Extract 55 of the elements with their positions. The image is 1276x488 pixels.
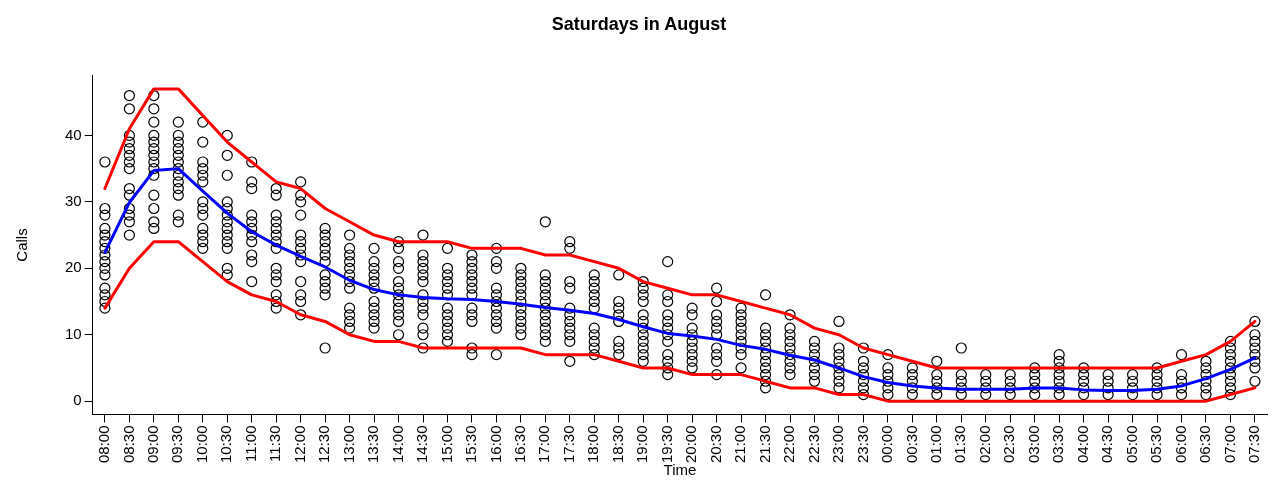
x-tick-label: 22:00 <box>780 425 798 464</box>
x-tick-label: 18:30 <box>608 425 626 464</box>
x-tick-label: 15:30 <box>462 425 480 464</box>
y-tick-label: 10 <box>65 324 82 342</box>
x-tick-label: 07:30 <box>1245 425 1263 464</box>
y-tick-label: 40 <box>65 125 82 143</box>
x-tick-label: 00:00 <box>878 425 896 464</box>
x-tick-label: 00:30 <box>902 425 920 464</box>
x-tick-label: 03:00 <box>1024 425 1042 464</box>
x-tick-label: 02:30 <box>1000 425 1018 464</box>
x-tick-label: 06:30 <box>1196 425 1214 464</box>
x-tick-label: 01:00 <box>926 425 944 464</box>
x-tick-label: 14:00 <box>388 425 406 464</box>
x-tick-label: 23:00 <box>829 425 847 464</box>
x-tick-label: 22:30 <box>804 425 822 464</box>
x-tick-label: 10:00 <box>192 425 210 464</box>
x-tick-label: 21:00 <box>731 425 749 464</box>
y-tick-label: 0 <box>73 391 82 409</box>
x-tick-label: 16:30 <box>511 425 529 464</box>
x-tick-label: 13:00 <box>339 425 357 464</box>
x-tick-label: 04:00 <box>1073 425 1091 464</box>
x-tick-label: 12:30 <box>315 425 333 464</box>
x-tick-label: 03:30 <box>1049 425 1067 464</box>
x-tick-label: 19:00 <box>633 425 651 464</box>
x-tick-label: 23:30 <box>853 425 871 464</box>
x-tick-label: 04:30 <box>1098 425 1116 464</box>
x-tick-label: 14:30 <box>413 425 431 464</box>
x-tick-label: 17:00 <box>535 425 553 464</box>
x-tick-label: 19:30 <box>657 425 675 464</box>
y-axis-title: Calls <box>13 228 31 262</box>
x-tick-label: 17:30 <box>559 425 577 464</box>
x-tick-label: 09:00 <box>144 425 161 464</box>
x-tick-label: 02:00 <box>975 425 993 464</box>
x-tick-label: 10:30 <box>217 425 235 464</box>
x-tick-label: 08:30 <box>119 425 137 464</box>
y-tick-label: 20 <box>65 258 82 276</box>
x-tick-label: 11:30 <box>266 425 284 462</box>
chart-title: Saturdays in August <box>551 13 727 34</box>
x-tick-label: 07:00 <box>1220 425 1238 464</box>
x-tick-label: 20:30 <box>706 425 724 464</box>
x-tick-label: 11:00 <box>241 425 259 462</box>
y-tick-label: 30 <box>65 191 82 209</box>
x-tick-label: 01:30 <box>951 425 969 464</box>
x-tick-label: 05:00 <box>1122 425 1140 464</box>
x-tick-label: 09:30 <box>168 425 186 464</box>
x-tick-label: 13:30 <box>364 425 382 464</box>
x-tick-label: 05:30 <box>1147 425 1165 464</box>
x-tick-label: 21:30 <box>755 425 773 464</box>
x-tick-label: 06:00 <box>1171 425 1189 464</box>
x-tick-label: 12:00 <box>290 425 308 464</box>
x-tick-label: 20:00 <box>682 425 700 464</box>
x-tick-label: 15:00 <box>437 425 455 464</box>
x-tick-label: 18:00 <box>584 425 602 464</box>
x-tick-label: 16:00 <box>486 425 504 464</box>
x-tick-label: 08:00 <box>95 425 113 464</box>
